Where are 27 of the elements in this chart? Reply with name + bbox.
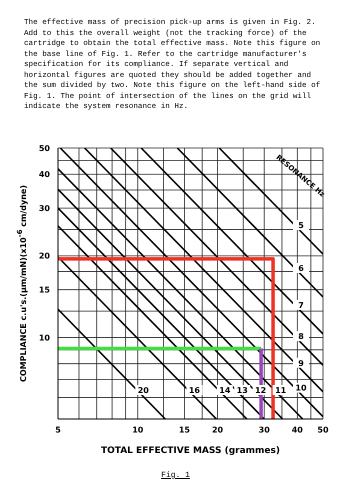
x-tick-label: 40 [292,426,304,435]
series-label: 9 [298,358,304,368]
y-tick-label: 15 [38,286,50,295]
series-label: 13 [236,386,248,395]
series-label: 16 [188,386,200,395]
y-tick-label: 20 [38,252,50,261]
series-label: 14 [219,386,231,395]
x-tick-label: 20 [212,426,224,435]
caption: Fig. 1 [160,471,191,480]
x-tick-label: 50 [317,426,329,435]
y-tick-label: 10 [38,333,50,342]
x-tick-label: 15 [178,426,190,435]
series-label: 10 [295,384,307,393]
series-label: 6 [298,264,304,273]
x-tick-label: 30 [258,426,270,435]
x-tick-label: 5 [55,426,62,435]
x-tick-label: 10 [132,426,144,435]
y-tick-label: 30 [38,204,50,213]
x-axis-title: TOTAL EFFECTIVE MASS (grammes) [100,446,280,456]
series-label: 5 [298,221,304,230]
series-label: 8 [298,332,304,342]
y-tick-label: 50 [38,144,50,153]
y-tick-label: 40 [38,170,50,180]
series-label: 11 [275,386,287,395]
series-label: 20 [138,386,150,395]
series-label: 12 [255,386,266,395]
series-label: 7 [298,300,304,310]
